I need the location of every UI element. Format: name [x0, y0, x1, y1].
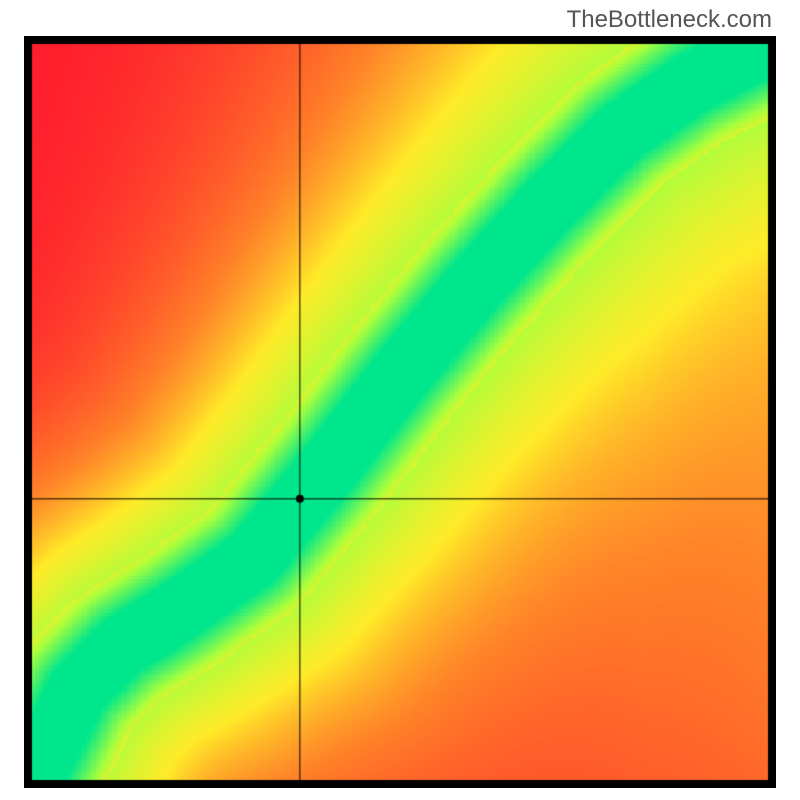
container: TheBottleneck.com	[0, 0, 800, 800]
watermark-text: TheBottleneck.com	[567, 6, 772, 34]
heatmap-canvas	[24, 36, 776, 788]
plot-frame	[24, 36, 776, 788]
